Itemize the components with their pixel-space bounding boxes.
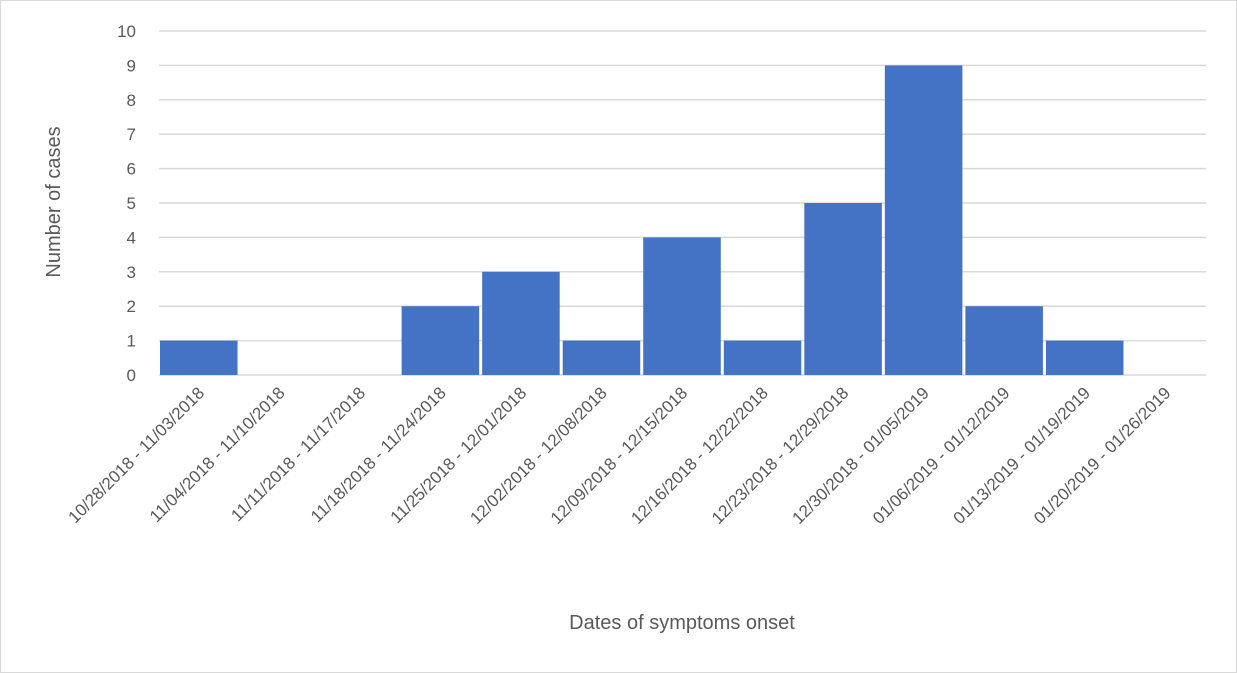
y-tick-label: 7 [127, 125, 136, 144]
bar [562, 340, 641, 375]
x-tick-label: 01/20/2019 - 01/26/2019 [1030, 383, 1174, 527]
y-tick-label: 9 [127, 56, 136, 75]
y-tick-label: 8 [127, 91, 136, 110]
bar [723, 340, 802, 375]
bar [965, 306, 1043, 375]
x-tick-label: 11/11/2018 - 11/17/2018 [227, 383, 369, 525]
bar [643, 237, 721, 375]
x-tick-label: 12/23/2018 - 12/29/2018 [708, 383, 852, 527]
y-tick-label: 10 [117, 22, 136, 41]
y-tick-label: 3 [127, 263, 136, 282]
y-tick-label: 6 [127, 160, 136, 179]
x-tick-label: 10/28/2018 - 11/03/2018 [65, 383, 209, 527]
y-tick-label: 5 [127, 194, 136, 213]
y-tick-label: 2 [127, 297, 136, 316]
y-tick-label: 1 [127, 332, 136, 351]
bar [1045, 340, 1124, 375]
x-tick-label: 11/18/2018 - 11/24/2018 [307, 383, 450, 526]
bar [884, 65, 963, 376]
bar [160, 340, 238, 375]
x-tick-label: 11/04/2018 - 11/10/2018 [146, 383, 289, 526]
bar [804, 203, 882, 375]
x-tick-label: 12/02/2018 - 12/08/2018 [466, 383, 610, 527]
x-tick-label: 12/30/2018 - 01/05/2019 [788, 383, 932, 527]
x-tick-label: 01/06/2019 - 01/12/2019 [869, 383, 1013, 527]
y-tick-label: 0 [127, 366, 136, 385]
y-axis-title: Number of cases [43, 126, 65, 277]
x-tick-label: 01/13/2019 - 01/19/2019 [950, 383, 1094, 527]
x-tick-label: 12/16/2018 - 12/22/2018 [627, 383, 771, 527]
y-tick-label: 4 [127, 228, 136, 247]
x-tick-label: 11/25/2018 - 12/01/2018 [387, 383, 531, 527]
bar [401, 306, 480, 375]
x-tick-label: 12/09/2018 - 12/15/2018 [547, 383, 691, 527]
bar [482, 271, 560, 375]
y-tick-labels: 0 1 2 3 4 5 6 7 8 9 10 [117, 22, 136, 385]
bars [160, 65, 1124, 376]
x-axis-title: Dates of symptoms onset [569, 612, 795, 634]
